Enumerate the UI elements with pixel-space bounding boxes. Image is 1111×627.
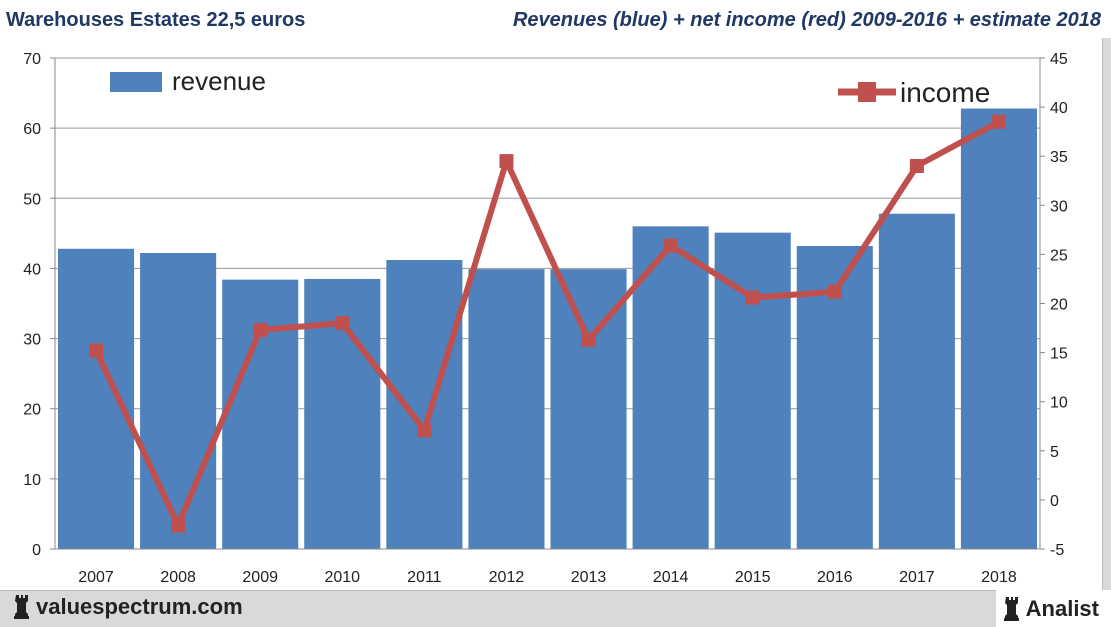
bar-2017 (878, 213, 955, 549)
income-point-2017 (909, 159, 924, 174)
y-left-tick-label: 10 (23, 472, 41, 489)
legend-revenue-label: revenue (172, 66, 266, 96)
income-point-2015 (745, 290, 760, 305)
bar-2014 (632, 226, 709, 550)
y-right-tick-label: 25 (1050, 247, 1068, 264)
income-point-2018 (991, 114, 1006, 129)
bar-2008 (140, 252, 217, 550)
chess-rook-icon (1003, 596, 1019, 621)
y-right-tick-label: 15 (1050, 346, 1068, 363)
income-point-2014 (663, 238, 678, 253)
combo-chart: 0 10 20 30 40 50 60 70 -5 0 5 10 15 20 25 30 35 40 45 2007 2… (23, 51, 1068, 586)
y-left-tick-label: 20 (23, 402, 41, 419)
legend-revenue-swatch (110, 72, 162, 92)
y-right-tick-label: 35 (1050, 149, 1068, 166)
income-point-2009 (253, 323, 268, 338)
income-point-2010 (335, 316, 350, 331)
y-left-tick-label: 0 (32, 542, 41, 559)
footer-brand: Analist (995, 590, 1111, 627)
y-right-tick-label: -5 (1050, 542, 1064, 559)
y-left-tick-label: 30 (23, 332, 41, 349)
y-right-tick-label: 20 (1050, 297, 1068, 314)
bar-2018 (960, 108, 1037, 549)
x-tick-label: 2014 (653, 569, 689, 586)
income-point-2013 (581, 332, 596, 347)
x-tick-label: 2007 (78, 569, 114, 586)
y-right-tick-label: 10 (1050, 395, 1068, 412)
legend-income-marker (858, 82, 876, 102)
x-tick-label: 2009 (242, 569, 278, 586)
y-left-tick-label: 70 (23, 51, 41, 68)
y-right-tick-label: 0 (1050, 493, 1059, 510)
y-right-tick-label: 40 (1050, 100, 1068, 117)
chart-subtitle: Revenues (blue) + net income (red) 2009-… (512, 9, 1101, 31)
income-point-2011 (417, 423, 432, 438)
y-right-tick-label: 30 (1050, 198, 1068, 215)
site-name: valuespectrum.com (36, 594, 243, 619)
brand-name: Analist (1025, 595, 1099, 621)
legend-income-label: income (900, 77, 990, 108)
y-right-tick-label: 5 (1050, 444, 1059, 461)
income-point-2007 (89, 343, 104, 358)
y-left-tick-label: 60 (23, 121, 41, 138)
bar-2013 (550, 269, 627, 549)
x-tick-label: 2015 (735, 569, 771, 586)
y-left-tick-label: 40 (23, 261, 41, 278)
x-tick-label: 2018 (981, 569, 1017, 586)
chart-title: Warehouses Estates 22,5 euros (6, 9, 306, 31)
x-tick-label: 2012 (489, 569, 525, 586)
income-line (93, 119, 1001, 529)
bar-2012 (468, 269, 545, 549)
x-tick-label: 2010 (324, 569, 360, 586)
header: Warehouses Estates 22,5 euros Revenues (… (0, 0, 1111, 38)
x-tick-label: 2013 (571, 569, 607, 586)
bar-2011 (386, 260, 463, 549)
income-point-2016 (827, 284, 842, 299)
y-left-tick-label: 50 (23, 191, 41, 208)
chart-area: 0 10 20 30 40 50 60 70 -5 0 5 10 15 20 25 30 35 40 45 2007 2… (0, 38, 1103, 591)
x-tick-label: 2011 (407, 569, 442, 586)
footer-site: valuespectrum.com (14, 594, 243, 620)
x-tick-label: 2008 (160, 569, 196, 586)
income-point-2012 (499, 154, 514, 169)
x-tick-label: 2016 (817, 569, 853, 586)
bar-2009 (222, 279, 299, 549)
income-point-2008 (171, 518, 186, 533)
chess-rook-icon (14, 595, 29, 619)
bar-2015 (714, 232, 791, 550)
bar-2007 (58, 248, 135, 549)
x-tick-label: 2017 (899, 569, 935, 586)
y-right-tick-label: 45 (1050, 51, 1068, 68)
